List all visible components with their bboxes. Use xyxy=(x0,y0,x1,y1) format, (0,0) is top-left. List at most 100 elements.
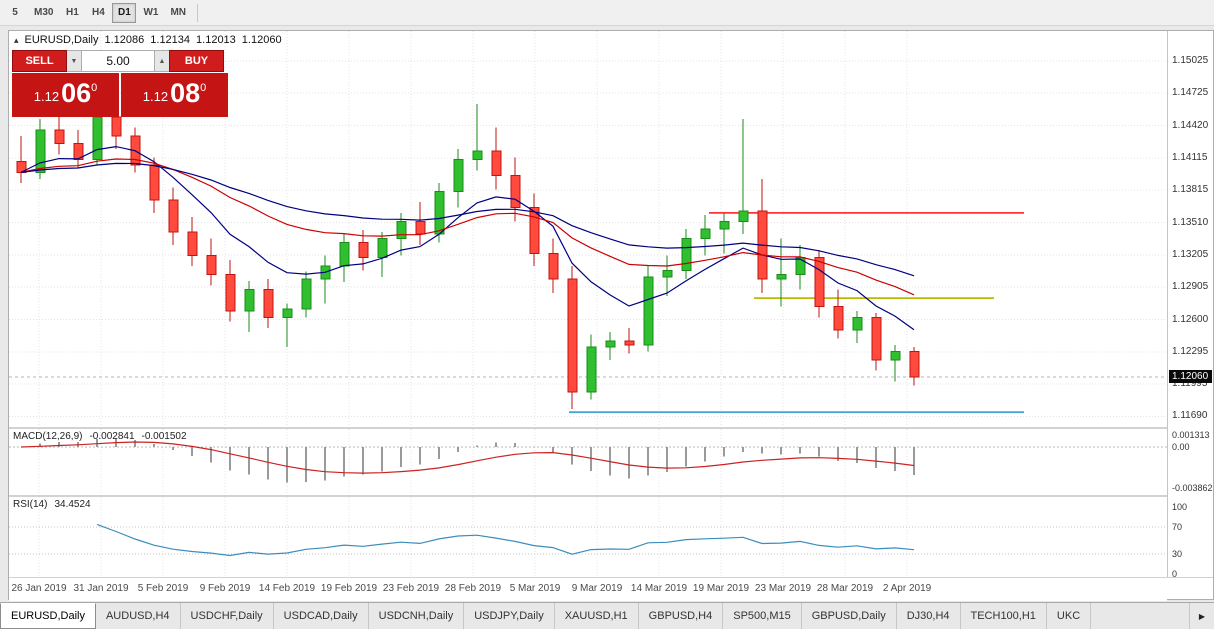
chart-tab-ukc[interactable]: UKC xyxy=(1047,603,1092,629)
macd-chart-canvas[interactable] xyxy=(9,429,1167,495)
timeframe-button-h4[interactable]: H4 xyxy=(92,7,105,18)
timeframe-button-mn[interactable]: MN xyxy=(170,7,187,18)
chart-tab-usdcad-daily[interactable]: USDCAD,Daily xyxy=(274,603,369,629)
timeframe-button-5[interactable]: 5 xyxy=(12,7,18,18)
buy-button[interactable]: BUY xyxy=(169,50,224,72)
date-axis-label: 28 Feb 2019 xyxy=(444,583,502,594)
date-axis-label: 14 Feb 2019 xyxy=(258,583,316,594)
date-axis-label: 23 Mar 2019 xyxy=(754,583,812,594)
ohlc-low-value: 1.12013 xyxy=(196,34,236,46)
price-axis-label: 1.13815 xyxy=(1172,184,1209,195)
price-axis-label: 1.15025 xyxy=(1172,55,1209,66)
ask-price-display[interactable]: 1.12 08 0 xyxy=(121,73,228,117)
rsi-axis-label: 100 xyxy=(1172,502,1188,512)
timeframe-button-h1[interactable]: H1 xyxy=(66,7,79,18)
one-click-trading-panel: SELL ▼ 5.00 ▲ BUY 1.12 06 0 1.12 08 xyxy=(12,50,228,117)
date-axis-label: 23 Feb 2019 xyxy=(382,583,440,594)
arrow-down-icon: ▼ xyxy=(70,57,78,65)
date-axis-label: 31 Jan 2019 xyxy=(73,583,129,594)
date-axis-label: 5 Feb 2019 xyxy=(137,583,189,594)
date-axis-label: 9 Mar 2019 xyxy=(571,583,623,594)
price-axis-label: 1.14115 xyxy=(1172,152,1208,163)
chart-tab-gbpusd-daily[interactable]: GBPUSD,Daily xyxy=(802,603,897,629)
sell-button[interactable]: SELL xyxy=(12,50,67,72)
toolbar-separator xyxy=(197,3,199,22)
bid-price-display[interactable]: 1.12 06 0 xyxy=(12,73,119,117)
date-axis-label: 26 Jan 2019 xyxy=(11,583,67,594)
macd-signal-value: -0.001502 xyxy=(141,431,187,442)
tab-scroll-right-button[interactable]: ▶ xyxy=(1188,603,1214,629)
macd-main-value: -0.002841 xyxy=(89,431,135,442)
date-axis-label: 28 Mar 2019 xyxy=(816,583,874,594)
price-axis-label: 1.14420 xyxy=(1172,119,1209,131)
chart-tab-dj30-h4[interactable]: DJ30,H4 xyxy=(897,603,961,629)
chart-tab-eurusd-daily[interactable]: EURUSD,Daily xyxy=(0,603,96,629)
chart-tab-usdchf-daily[interactable]: USDCHF,Daily xyxy=(181,603,274,629)
rsi-axis-label: 0 xyxy=(1172,569,1178,579)
date-axis-label: 19 Feb 2019 xyxy=(320,583,378,594)
panel-divider[interactable] xyxy=(9,427,1213,429)
price-axis-label: 1.13510 xyxy=(1172,216,1209,228)
macd-axis-label: -0.003862 xyxy=(1172,482,1213,493)
price-axis-label: 1.12600 xyxy=(1172,313,1209,325)
volume-increase-button[interactable]: ▲ xyxy=(155,50,169,72)
time-scale[interactable]: 26 Jan 2019 31 Jan 2019 5 Feb 2019 9 Feb 20… xyxy=(9,578,1167,601)
date-axis-label: 19 Mar 2019 xyxy=(692,583,750,594)
ask-price-big-digits: 08 xyxy=(170,78,201,108)
ohlc-high-value: 1.12134 xyxy=(150,34,191,46)
rsi-indicator-panel[interactable]: RSI(14) 34.4524 xyxy=(9,497,1167,577)
panel-divider[interactable] xyxy=(9,495,1213,497)
volume-decrease-button[interactable]: ▼ xyxy=(67,50,81,72)
timeframe-button-m30[interactable]: M30 xyxy=(34,7,54,18)
chart-tab-bar: EURUSD,Daily AUDUSD,H4 USDCHF,Daily USDCAD,… xyxy=(0,602,1214,629)
date-axis-label: 14 Mar 2019 xyxy=(630,583,688,594)
timeframe-buttons: 5 M30 H1 H4 D1 W1 MN xyxy=(3,2,191,23)
bid-price-big-digits: 06 xyxy=(61,78,92,108)
rsi-value: 34.4524 xyxy=(54,499,91,510)
chart-ohlc-header: ▴ EURUSD,Daily 1.12086 1.12134 1.12013 1… xyxy=(14,34,282,46)
macd-label-row: MACD(12,26,9) -0.002841 -0.001502 xyxy=(13,431,187,442)
chart-window: ▴ EURUSD,Daily 1.12086 1.12134 1.12013 1… xyxy=(8,30,1214,601)
main-chart-panel[interactable]: ▴ EURUSD,Daily 1.12086 1.12134 1.12013 1… xyxy=(9,31,1167,427)
current-price-badge: 1.12060 xyxy=(1169,370,1212,383)
bid-price-prefix: 1.12 xyxy=(33,89,60,104)
price-axis-label: 1.14725 xyxy=(1172,87,1209,98)
rsi-name-label: RSI(14) xyxy=(13,499,48,510)
date-axis-label: 2 Apr 2019 xyxy=(882,583,932,594)
date-axis-label: 9 Feb 2019 xyxy=(199,583,251,594)
chart-tabs: EURUSD,Daily AUDUSD,H4 USDCHF,Daily USDCAD,… xyxy=(0,603,1092,629)
price-axis-label: 1.12905 xyxy=(1172,281,1209,292)
rsi-axis-label: 30 xyxy=(1172,548,1183,559)
timeframe-toolbar: 5 M30 H1 H4 D1 W1 MN xyxy=(0,0,1214,26)
rsi-axis-label: 70 xyxy=(1172,522,1183,533)
chart-tab-usdjpy-daily[interactable]: USDJPY,Daily xyxy=(464,603,555,629)
chevron-right-icon: ▶ xyxy=(1198,611,1205,621)
price-axis-label: 1.11690 xyxy=(1172,410,1208,422)
macd-name-label: MACD(12,26,9) xyxy=(13,431,83,442)
ohlc-close-value: 1.12060 xyxy=(241,34,282,46)
ask-price-prefix: 1.12 xyxy=(142,89,169,104)
chart-tab-usdcnh-daily[interactable]: USDCNH,Daily xyxy=(369,603,465,629)
macd-axis-label: 0.001313 xyxy=(1172,430,1210,440)
timeframe-button-d1[interactable]: D1 xyxy=(112,2,137,23)
panel-divider xyxy=(9,577,1213,578)
chart-tab-xauusd-h1[interactable]: XAUUSD,H1 xyxy=(555,603,639,629)
rsi-chart-canvas[interactable] xyxy=(9,497,1167,577)
arrow-up-icon: ▲ xyxy=(158,57,166,65)
macd-indicator-panel[interactable]: MACD(12,26,9) -0.002841 -0.001502 xyxy=(9,429,1167,495)
price-axis-label: 1.11995 xyxy=(1172,377,1208,389)
chart-tab-gbpusd-h4[interactable]: GBPUSD,H4 xyxy=(639,603,724,629)
chart-tab-tech100-h1[interactable]: TECH100,H1 xyxy=(961,603,1047,629)
price-axis-label: 1.12295 xyxy=(1172,346,1209,357)
volume-input[interactable]: 5.00 xyxy=(81,50,155,72)
date-axis-label: 5 Mar 2019 xyxy=(509,583,561,594)
trade-panel-toggle-icon[interactable]: ▴ xyxy=(14,34,19,45)
ohlc-open-value: 1.12086 xyxy=(104,34,145,46)
timeframe-button-w1[interactable]: W1 xyxy=(143,7,159,18)
chart-tab-audusd-h4[interactable]: AUDUSD,H4 xyxy=(96,603,181,629)
chart-symbol-label: EURUSD,Daily xyxy=(24,34,99,46)
rsi-label-row: RSI(14) 34.4524 xyxy=(13,499,91,510)
price-scale[interactable]: 1.15025 1.14725 1.14420 1.14115 1.13815 1.135… xyxy=(1167,31,1213,579)
chart-tab-sp500-m15[interactable]: SP500,M15 xyxy=(723,603,802,629)
macd-axis-label: 0.00 xyxy=(1172,442,1190,452)
